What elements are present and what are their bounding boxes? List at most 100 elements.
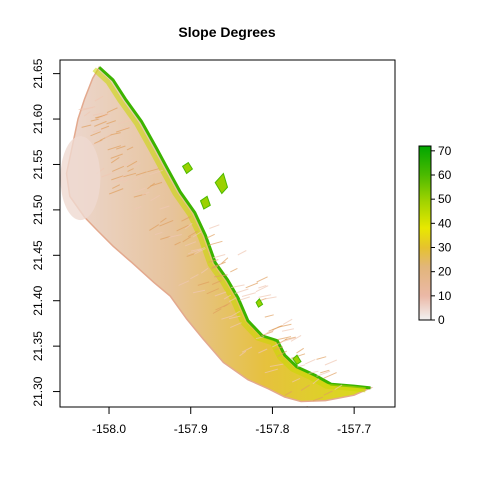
legend-tick-label: 0	[438, 313, 445, 327]
offshore-islet	[292, 354, 302, 365]
ridge-stroke	[135, 171, 147, 176]
ridge-stroke	[255, 285, 269, 293]
ridge-stroke	[112, 184, 121, 189]
ridge-stroke	[305, 358, 316, 365]
offshore-islet	[214, 172, 229, 195]
ridge-stroke	[277, 336, 292, 341]
ridge-stroke	[297, 364, 306, 368]
ridge-stroke	[223, 302, 230, 308]
ridge-stroke	[312, 396, 324, 402]
ridge-stroke	[117, 119, 132, 125]
ridge-stroke	[292, 377, 301, 383]
ridge-stroke	[331, 437, 339, 440]
ridge-stroke	[221, 315, 233, 320]
y-tick-label: 21.40	[31, 285, 45, 315]
ridge-stroke	[192, 289, 206, 294]
ridge-stroke	[221, 257, 229, 264]
ridge-stroke	[184, 241, 197, 247]
ridge-stroke	[308, 370, 319, 374]
ridge-stroke	[83, 111, 91, 117]
ridge-stroke	[147, 182, 156, 190]
legend-colorbar	[418, 145, 432, 321]
ridge-stroke	[309, 431, 316, 435]
ridge-stroke	[264, 314, 274, 318]
ridge-stroke	[81, 124, 92, 128]
ridge-stroke	[313, 414, 322, 418]
ridge-stroke	[123, 172, 137, 178]
y-tick-label: 21.30	[31, 376, 45, 406]
ridge-stroke	[239, 350, 247, 357]
ridge-stroke	[112, 165, 125, 172]
ridge-stroke	[101, 112, 109, 116]
ridge-stroke	[274, 346, 283, 351]
y-axis: 21.30 21.35 21.40 21.45 21.50 21.55 21.60 21.65	[31, 58, 61, 407]
ridge-stroke	[231, 284, 245, 288]
ridge-stroke	[266, 329, 274, 334]
ridge-stroke	[132, 162, 141, 167]
lowland-low-slope	[60, 136, 101, 221]
ridge-stroke	[211, 265, 218, 269]
ridge-stroke	[168, 234, 182, 238]
ridge-stroke	[239, 296, 250, 301]
ridge-stroke	[323, 390, 333, 396]
y-tick-label: 21.60	[31, 104, 45, 134]
ridge-stroke	[141, 191, 150, 196]
ridge-stroke	[208, 240, 223, 246]
ridge-stroke	[296, 347, 304, 354]
ridge-stroke	[324, 359, 337, 366]
ridge-stroke	[277, 350, 288, 358]
ridge-stroke	[90, 131, 101, 137]
ridge-stroke	[193, 247, 206, 255]
ridge-stroke	[211, 280, 222, 285]
ridge-stroke	[284, 390, 293, 396]
x-axis: -158.0 -157.9 -157.8 -157.7	[92, 406, 371, 436]
ridge-stroke	[316, 356, 327, 360]
ridge-stroke	[241, 292, 257, 297]
ridge-stroke	[290, 334, 302, 342]
ridge-stroke	[277, 323, 292, 328]
ridge-stroke	[112, 178, 127, 183]
ridge-stroke	[282, 318, 293, 325]
ridge-stroke	[126, 146, 134, 151]
coastal-cliff-band	[98, 66, 371, 390]
ridge-stroke	[223, 294, 232, 300]
ridge-stroke	[245, 282, 259, 289]
ridge-stroke	[182, 236, 192, 243]
ridge-stroke	[320, 424, 333, 428]
ridge-stroke	[150, 194, 161, 202]
ridge-stroke	[106, 107, 118, 114]
x-tick-label: -157.9	[174, 422, 208, 436]
ridge-stroke	[117, 173, 128, 181]
y-tick-label: 21.35	[31, 331, 45, 361]
ridge-stroke	[323, 372, 337, 379]
ridge-stroke	[190, 273, 199, 280]
ridge-stroke	[214, 274, 228, 278]
ridge-stroke	[109, 188, 124, 195]
ridge-stroke	[316, 370, 331, 377]
ridge-stroke	[159, 205, 170, 210]
ridge-stroke	[115, 127, 130, 133]
y-tick-label: 21.45	[31, 240, 45, 270]
ridge-stroke	[211, 261, 226, 268]
ridge-stroke	[264, 368, 278, 374]
ridge-stroke	[181, 216, 192, 222]
ridge-stroke	[283, 337, 297, 342]
ridge-stroke	[106, 120, 116, 125]
ridge-stroke	[230, 267, 238, 273]
ridge-stroke	[97, 113, 110, 120]
ridge-stroke	[178, 280, 190, 286]
ridge-stroke	[147, 168, 159, 173]
x-tick-label: -157.7	[337, 422, 371, 436]
ridge-stroke	[134, 206, 142, 210]
ridge-stroke	[186, 253, 196, 257]
land-slope-area	[65, 66, 374, 403]
y-tick-label: 21.55	[31, 149, 45, 179]
ridge-stroke	[126, 160, 138, 168]
offshore-islet	[181, 161, 194, 175]
ridge-stroke	[258, 285, 267, 289]
ridge-stroke	[121, 126, 131, 130]
ridge-stroke	[334, 384, 343, 391]
ridge-stroke	[107, 145, 122, 151]
ridge-stroke	[255, 336, 265, 340]
